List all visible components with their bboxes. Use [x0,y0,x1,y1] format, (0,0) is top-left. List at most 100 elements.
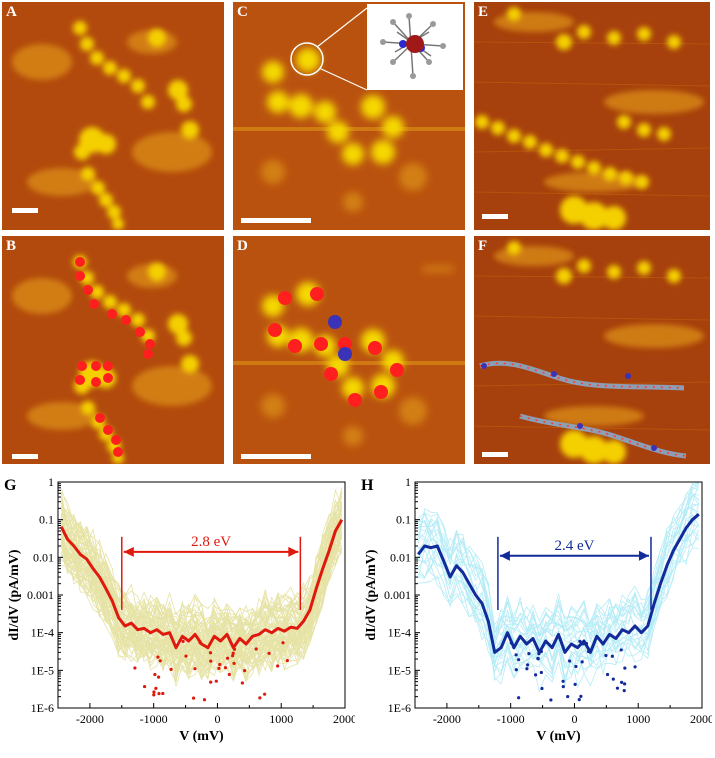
bundle-curve [60,516,343,651]
stm-panel-a: A [2,2,224,230]
data-point [153,672,157,677]
bundle-curve [60,513,343,665]
data-point [156,675,161,679]
y-tick-label: 0.001 [27,588,54,602]
gap-arrow-head-right [288,546,299,557]
bundle-curve [61,544,343,684]
bundle-curve [60,539,343,674]
data-point [225,656,230,660]
bundle-curve [60,526,343,677]
scale-bar-c [241,218,311,223]
bundle-curve [417,482,699,634]
bundle-curve [60,508,343,654]
data-point [561,685,565,689]
data-point [540,686,544,691]
bundle-curve [60,493,343,637]
data-point [517,658,521,662]
bundle-curve [60,519,343,658]
y-tick-label: 1E-5 [31,663,54,677]
y-axis-label: dI/dV (pA/mV) [364,549,379,640]
bundle-curve [60,488,343,626]
data-point [154,686,158,691]
bundle-curve [60,531,342,653]
bundle-curve [417,482,700,643]
bundle-curve [60,491,343,637]
main-series-line [59,518,344,650]
stm-panel-b: B [2,236,224,464]
scale-bar-f [482,452,508,457]
stm-image-b [2,236,224,464]
x-axis-label: V (mV) [179,729,224,744]
bundle-curve [60,514,343,658]
x-tick-label: -2000 [76,712,104,726]
data-point [276,664,280,668]
bundle-curve [60,498,343,641]
bundle-curve [60,519,343,663]
bundle-curve [418,529,700,683]
bundle-curve [60,537,343,677]
main-series-line [417,513,700,654]
data-point [227,672,231,677]
bundle-curve [60,533,343,683]
panel-label: H [361,477,374,494]
x-tick-label: -2000 [433,712,461,726]
chart-g-svg: 1 0.1 0.01 0.001 1E-4 1E-5 1E-6 -2000 -1000 0 1000… [4,475,357,744]
data-point [527,652,531,656]
bundle-curve [61,527,343,672]
spectra-chart-g: 1 0.1 0.01 0.001 1E-4 1E-5 1E-6 -2000 -1000 0 1000… [0,470,357,753]
data-point [254,647,258,651]
data-point [267,651,271,655]
gap-annotation-label: 2.4 eV [554,538,594,554]
bundle-curve [60,488,343,634]
panel-label-f: F [478,238,488,254]
data-point [193,667,197,671]
bundle-curve [60,544,343,680]
bundle-curve [418,491,700,637]
bundle-curve [60,533,342,679]
bundle-curve [60,532,343,672]
y-tick-label: 1 [48,475,54,489]
scale-bar-d [241,454,311,459]
bundle-curve [418,482,699,633]
data-point [231,654,235,658]
bundle-curve [60,499,343,645]
panel-label-a: A [6,4,17,20]
data-point [604,653,608,658]
bundle-curve [60,534,343,674]
data-point [568,659,572,663]
bundle-curve [61,538,343,681]
stm-image-c [233,2,465,230]
data-point [611,677,615,681]
data-point [243,669,247,673]
data-point [181,639,185,643]
data-point [218,662,222,667]
panel-label-d: D [237,238,248,254]
data-point [526,663,530,667]
data-point [209,659,213,663]
data-point [152,693,156,697]
y-tick-label: 0.01 [33,550,54,564]
bundle-curve [60,537,343,680]
bundle-curve [60,517,343,656]
data-point [580,660,584,664]
data-point [217,666,221,670]
scale-bar-e [482,214,508,219]
gap-arrow-head-left [123,546,134,557]
y-tick-label: 1E-6 [388,701,411,715]
spectra-bundle [417,482,700,694]
data-point [202,698,207,702]
data-point [152,690,156,694]
x-tick-label: 0 [571,712,577,726]
bundle-curve [418,495,700,643]
bundle-curve [60,539,343,675]
bundle-curve [60,511,343,641]
y-tick-label: 1E-4 [31,626,54,640]
y-tick-label: 0.1 [396,513,411,527]
scale-bar-a [12,208,38,213]
data-point [561,679,565,683]
bundle-curve [60,509,343,657]
bundle-curve [60,521,343,660]
bundle-curve [60,488,343,644]
bundle-curve [417,482,700,638]
bundle-curve [60,502,342,641]
